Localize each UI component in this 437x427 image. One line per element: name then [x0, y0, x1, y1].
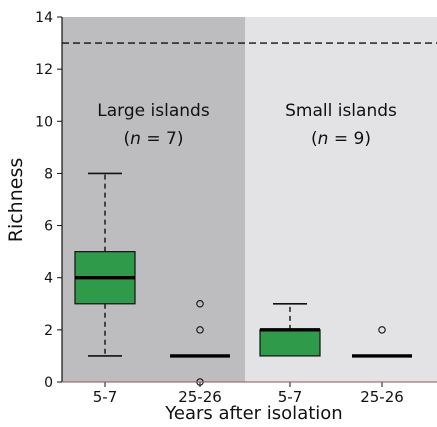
x-tick-label: 25-26 — [360, 388, 404, 406]
y-tick-label: 12 — [35, 62, 53, 78]
y-tick-label: 4 — [44, 271, 53, 287]
box-1-1 — [74, 172, 136, 357]
y-tick-label: 10 — [35, 114, 53, 130]
panel-title-1: Large islands — [97, 101, 210, 121]
x-axis-label: Years after isolation — [164, 403, 342, 424]
y-tick-label: 0 — [44, 375, 53, 391]
y-tick-label: 2 — [44, 323, 53, 339]
panel-n-label-1: (n = 7) — [124, 129, 184, 149]
panel-n-label-2: (n = 9) — [311, 129, 371, 149]
outlier-point — [196, 300, 204, 308]
panel-backgrounds — [62, 17, 437, 382]
outlier-point — [378, 326, 386, 334]
y-tick-label: 14 — [35, 10, 53, 26]
panel-title-2: Small islands — [285, 101, 397, 121]
y-tick-label: 8 — [44, 166, 53, 182]
axes-layer: 5-7 25-26 5-7 25-26 0 2 4 6 8 10 12 14 — [35, 10, 437, 406]
box-2-1 — [259, 302, 321, 357]
boxes-layer — [74, 172, 412, 386]
x-tick-label: 5-7 — [278, 388, 303, 406]
box-2-2 — [352, 326, 412, 358]
panel-background-2 — [245, 17, 437, 382]
y-axis-label: Richness — [5, 158, 27, 243]
panel-background-1 — [62, 17, 245, 382]
iqr-box — [259, 329, 321, 357]
x-tick-label: 5-7 — [93, 388, 118, 406]
outlier-point — [196, 326, 204, 334]
panel-labels-layer: Large islands (n = 7) Small islands (n = 9) — [97, 101, 397, 149]
x-tick-label: 25-26 — [178, 388, 222, 406]
y-tick-label: 6 — [44, 219, 53, 235]
